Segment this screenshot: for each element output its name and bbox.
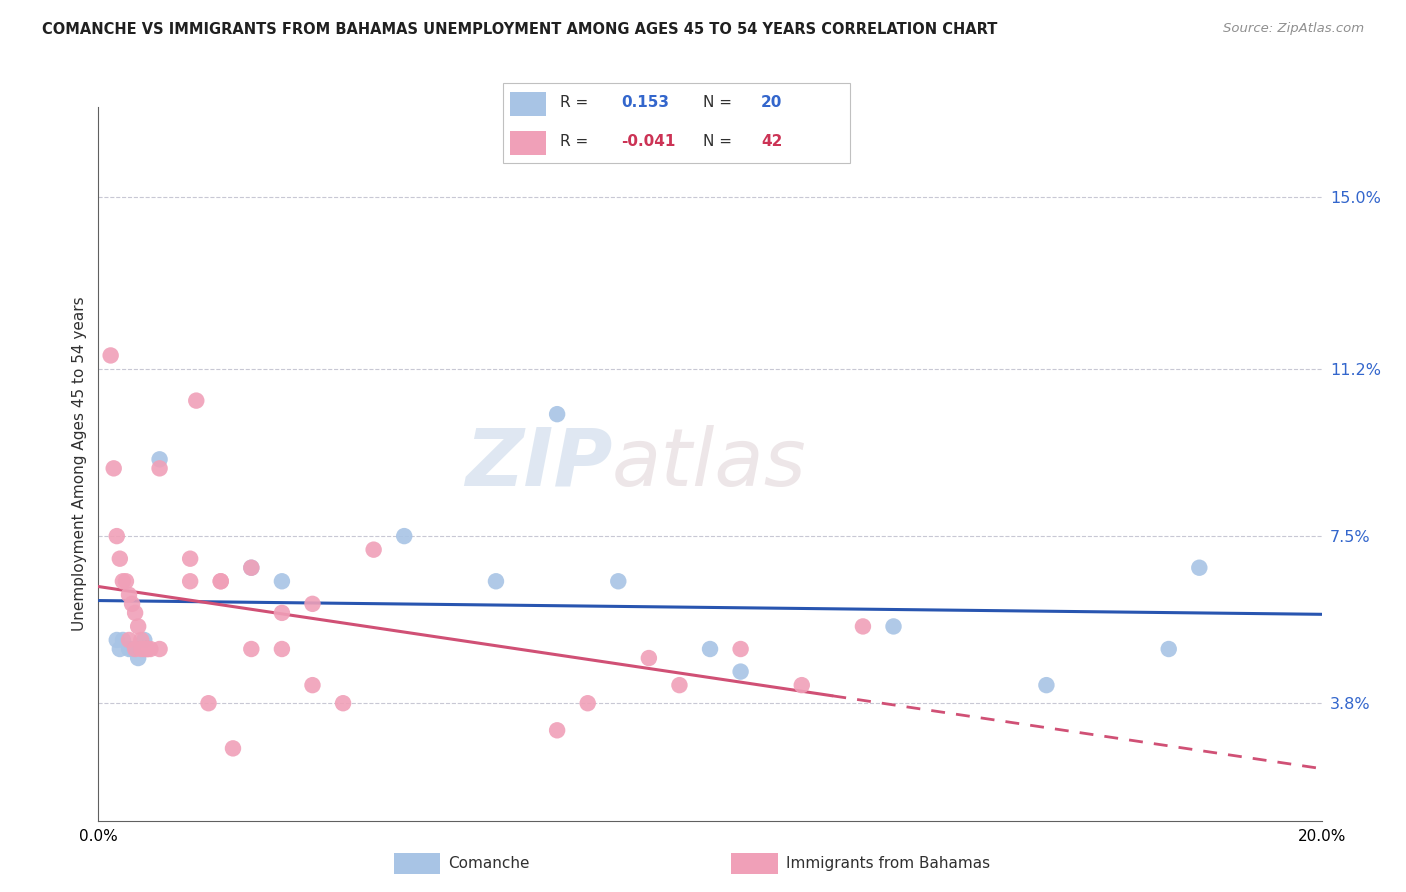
Point bbox=[127, 651, 149, 665]
Text: 42: 42 bbox=[761, 134, 782, 149]
Point bbox=[134, 632, 156, 647]
Point bbox=[485, 574, 508, 589]
Point bbox=[108, 551, 131, 566]
Point bbox=[222, 741, 245, 756]
Point bbox=[179, 551, 201, 566]
Point bbox=[103, 461, 125, 475]
Point bbox=[121, 642, 143, 657]
Point bbox=[136, 642, 159, 657]
Point bbox=[118, 632, 141, 647]
Point bbox=[363, 542, 385, 557]
Text: N =: N = bbox=[703, 134, 737, 149]
Point bbox=[546, 407, 568, 421]
Bar bbox=[731, 853, 778, 874]
Point bbox=[149, 642, 172, 657]
Point bbox=[1157, 642, 1180, 657]
Text: R =: R = bbox=[560, 95, 593, 110]
Point bbox=[134, 642, 156, 657]
Point bbox=[129, 642, 152, 657]
Point bbox=[124, 642, 146, 657]
Point bbox=[270, 642, 294, 657]
Point bbox=[730, 642, 752, 657]
Point bbox=[576, 696, 599, 710]
Bar bbox=[510, 131, 546, 155]
Text: -0.041: -0.041 bbox=[621, 134, 675, 149]
Point bbox=[1035, 678, 1057, 692]
Text: R =: R = bbox=[560, 134, 593, 149]
Point bbox=[111, 574, 134, 589]
Point bbox=[699, 642, 721, 657]
Y-axis label: Unemployment Among Ages 45 to 54 years: Unemployment Among Ages 45 to 54 years bbox=[72, 296, 87, 632]
Bar bbox=[394, 853, 440, 874]
Point bbox=[638, 651, 661, 665]
Point bbox=[790, 678, 813, 692]
Point bbox=[301, 597, 323, 611]
Point bbox=[546, 723, 568, 738]
Text: Source: ZipAtlas.com: Source: ZipAtlas.com bbox=[1223, 22, 1364, 36]
Text: COMANCHE VS IMMIGRANTS FROM BAHAMAS UNEMPLOYMENT AMONG AGES 45 TO 54 YEARS CORRE: COMANCHE VS IMMIGRANTS FROM BAHAMAS UNEM… bbox=[42, 22, 997, 37]
Point bbox=[149, 452, 172, 467]
Point bbox=[883, 619, 905, 633]
Point bbox=[332, 696, 354, 710]
Point bbox=[108, 642, 131, 657]
Point bbox=[240, 642, 263, 657]
Text: 20: 20 bbox=[761, 95, 782, 110]
Point bbox=[118, 642, 141, 657]
Point bbox=[118, 588, 141, 602]
Point bbox=[105, 529, 128, 543]
Point bbox=[240, 560, 263, 574]
Point bbox=[392, 529, 416, 543]
Point bbox=[209, 574, 232, 589]
Point bbox=[149, 461, 172, 475]
Point bbox=[179, 574, 201, 589]
Point bbox=[852, 619, 875, 633]
Point bbox=[129, 632, 152, 647]
Text: N =: N = bbox=[703, 95, 737, 110]
Point bbox=[1188, 560, 1211, 574]
Text: 0.153: 0.153 bbox=[621, 95, 669, 110]
Point bbox=[270, 606, 294, 620]
Point bbox=[668, 678, 690, 692]
Point bbox=[115, 574, 138, 589]
Point bbox=[121, 597, 143, 611]
Point bbox=[127, 619, 149, 633]
Point bbox=[240, 560, 263, 574]
Text: atlas: atlas bbox=[612, 425, 807, 503]
Point bbox=[270, 574, 294, 589]
Point bbox=[197, 696, 219, 710]
Point bbox=[136, 642, 159, 657]
Point bbox=[124, 606, 146, 620]
Point bbox=[105, 632, 128, 647]
FancyBboxPatch shape bbox=[503, 83, 851, 163]
Text: Immigrants from Bahamas: Immigrants from Bahamas bbox=[786, 855, 990, 871]
Point bbox=[301, 678, 323, 692]
Point bbox=[186, 393, 208, 408]
Point bbox=[139, 642, 162, 657]
Bar bbox=[510, 92, 546, 116]
Text: ZIP: ZIP bbox=[465, 425, 612, 503]
Text: Comanche: Comanche bbox=[449, 855, 530, 871]
Point bbox=[607, 574, 630, 589]
Point bbox=[111, 632, 134, 647]
Point bbox=[209, 574, 232, 589]
Point bbox=[100, 348, 122, 362]
Point bbox=[730, 665, 752, 679]
